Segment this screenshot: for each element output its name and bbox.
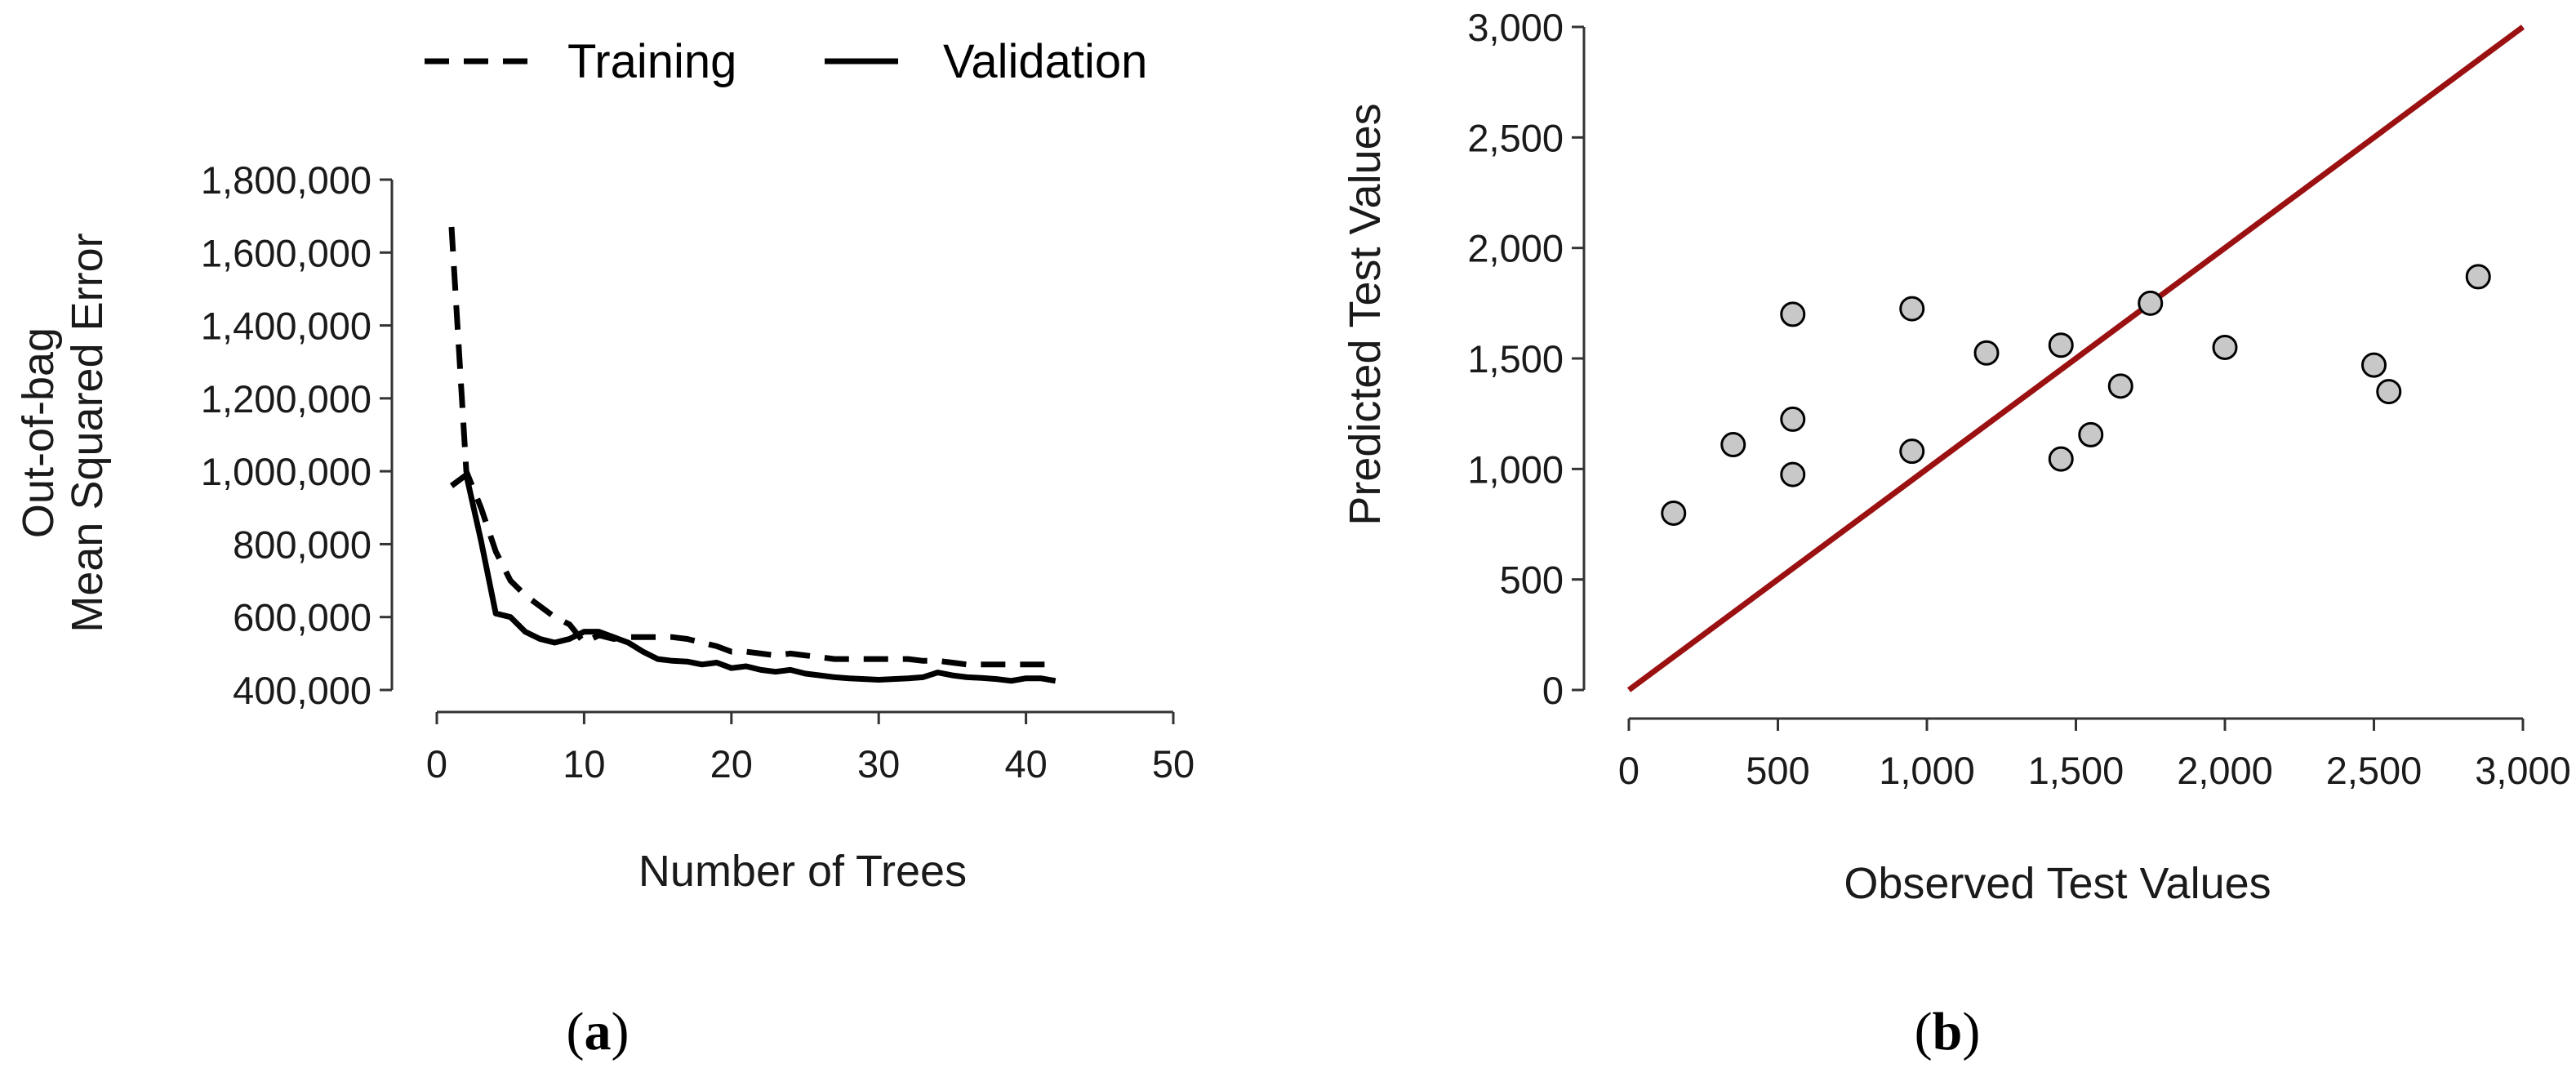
panel-a-y-axis-title-line1: Out-of-bag bbox=[14, 327, 63, 538]
panel-b-y-tick-label: 3,000 bbox=[1467, 6, 1564, 49]
panel-b-y-axis-title-text: Predicted Test Values bbox=[1341, 103, 1390, 525]
panel-a-y-axis-title: Out-of-bag Mean Squared Error bbox=[14, 233, 112, 632]
panel-b-x-tick-label: 2,500 bbox=[2326, 749, 2423, 792]
panel-b-x-axis-title: Observed Test Values bbox=[1844, 859, 2271, 908]
panel-b-y-tick-label: 1,500 bbox=[1467, 337, 1564, 381]
series-line-validation bbox=[449, 472, 1057, 684]
panel-b-y-tick-label: 2,000 bbox=[1467, 227, 1564, 270]
panel-a-y-tick-label: 600,000 bbox=[233, 596, 371, 639]
scatter-point bbox=[1780, 461, 1806, 487]
scatter-point bbox=[2048, 332, 2074, 358]
panel-b-scatter-chart: 0 500 1,000 1,500 2,000 2,500 3,000 0 500 1,000 1… bbox=[1341, 6, 2571, 1062]
panel-a-y-tick-label: 400,000 bbox=[233, 669, 371, 712]
panel-b-x-tick-label: 500 bbox=[1746, 749, 1809, 792]
scatter-point bbox=[2376, 379, 2402, 405]
panel-a-x-tick-labels: 0 10 20 30 40 50 bbox=[426, 742, 1195, 786]
scatter-point bbox=[1899, 296, 1925, 322]
panel-a-x-tick-label: 50 bbox=[1152, 742, 1195, 786]
panel-a-x-tick-label: 40 bbox=[1004, 742, 1047, 786]
panel-b-reference-line bbox=[1626, 24, 2525, 692]
panel-b-x-tick-label: 1,500 bbox=[2028, 749, 2124, 792]
panel-a-y-tick-label: 1,000,000 bbox=[201, 450, 371, 493]
panel-a-y-tick-label: 1,400,000 bbox=[201, 305, 371, 348]
panel-a-x-tick-label: 0 bbox=[426, 742, 447, 786]
panel-b-x-tick-label: 2,000 bbox=[2177, 749, 2273, 792]
scatter-point bbox=[2361, 352, 2387, 378]
panel-a-label-letter: a bbox=[585, 1002, 612, 1062]
panel-b-points bbox=[1661, 264, 2491, 526]
panel-a-series bbox=[448, 226, 1057, 684]
panel-a-y-tick-labels: 400,000 600,000 800,000 1,000,000 1,200,000 1… bbox=[201, 158, 371, 712]
panel-b-label-letter: b bbox=[1933, 1002, 1963, 1062]
panel-b-y-tick-label: 2,500 bbox=[1467, 116, 1564, 159]
panel-a-y-axis-title-line2: Mean Squared Error bbox=[63, 233, 112, 632]
panel-b-y-tick-labels: 0 500 1,000 1,500 2,000 2,500 3,000 bbox=[1467, 6, 1564, 712]
panel-a-x-axis-title: Number of Trees bbox=[638, 847, 967, 896]
legend-validation-label: Validation bbox=[943, 35, 1147, 88]
panel-b-y-tick-label: 0 bbox=[1542, 669, 1564, 712]
series-line-training bbox=[448, 226, 1056, 668]
scatter-point bbox=[2212, 334, 2238, 360]
panel-a-line-chart: Training Validation 400,000 600,000 800,00… bbox=[14, 35, 1195, 1062]
legend: Training Validation bbox=[425, 35, 1147, 88]
panel-a-y-tick-label: 800,000 bbox=[233, 523, 371, 566]
panel-b-x-tick-labels: 0 500 1,000 1,500 2,000 2,500 3,000 bbox=[1618, 749, 2571, 792]
panel-b-y-tick-label: 1,000 bbox=[1467, 447, 1564, 491]
panel-b-x-tick-label: 3,000 bbox=[2475, 749, 2571, 792]
panel-a-x-tick-label: 10 bbox=[563, 742, 605, 786]
scatter-point bbox=[1780, 301, 1806, 327]
scatter-point bbox=[1720, 432, 1746, 458]
panel-b-label: (b) bbox=[1915, 1002, 1981, 1062]
panel-b-y-axis-title: Predicted Test Values bbox=[1341, 103, 1390, 525]
panel-a-axes bbox=[380, 178, 1175, 724]
panel-a-x-tick-label: 30 bbox=[857, 742, 900, 786]
panel-a-y-tick-label: 1,200,000 bbox=[201, 377, 371, 421]
scatter-point bbox=[1780, 406, 1806, 432]
panel-b-y-tick-label: 500 bbox=[1500, 559, 1564, 602]
scatter-point bbox=[1661, 500, 1687, 526]
panel-b-x-tick-label: 1,000 bbox=[1879, 749, 1975, 792]
panel-a-x-tick-label: 20 bbox=[710, 742, 753, 786]
scatter-point bbox=[1899, 438, 1925, 465]
legend-training-label: Training bbox=[567, 35, 736, 88]
panel-b-axes bbox=[1572, 25, 2525, 731]
panel-b-x-tick-label: 0 bbox=[1618, 749, 1639, 792]
scatter-point bbox=[2138, 290, 2164, 316]
scatter-point bbox=[2107, 373, 2133, 399]
panel-a-y-tick-label: 1,800,000 bbox=[201, 158, 371, 202]
panel-a-label: (a) bbox=[567, 1002, 630, 1062]
scatter-point bbox=[2048, 446, 2074, 472]
scatter-point bbox=[1973, 340, 2000, 366]
panel-a-y-tick-label: 1,600,000 bbox=[201, 231, 371, 274]
scatter-point bbox=[2465, 264, 2491, 290]
scatter-point bbox=[2078, 421, 2104, 447]
